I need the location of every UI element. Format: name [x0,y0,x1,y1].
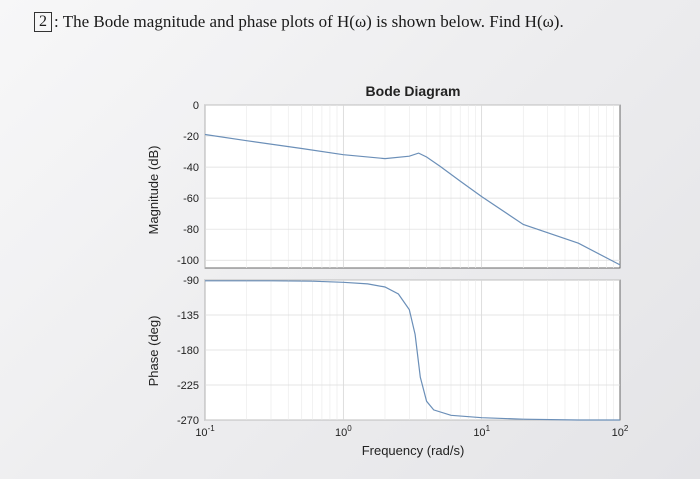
problem-statement: 2 : The Bode magnitude and phase plots o… [34,12,564,32]
magnitude-plot-area [204,104,621,269]
x-tick-label: 101 [473,424,490,439]
problem-text: The Bode magnitude and phase plots of H(… [62,12,564,31]
magnitude-y-tick-label: -80 [183,224,199,236]
x-tick-label: 10-1 [195,424,215,439]
phase-y-tick-label: -135 [177,310,199,322]
problem-number: 2 [34,12,52,32]
magnitude-series-line [204,133,621,266]
problem-separator: : [54,12,59,31]
magnitude-y-tick-label: -40 [183,162,199,174]
phase-y-tick-label: -225 [177,380,199,392]
phase-y-tick-label: -270 [177,415,199,427]
chart-title: Bode Diagram [366,83,461,99]
magnitude-y-tick-label: -100 [177,255,199,267]
phase-series-line [205,280,620,421]
x-tick-label: 100 [335,424,352,439]
x-tick-label: 102 [612,424,629,439]
frequency-axis-label: Frequency (rad/s) [362,443,465,458]
phase-y-tick-label: -90 [183,275,199,287]
magnitude-axis-label: Magnitude (dB) [146,146,161,235]
magnitude-y-tick-label: -60 [183,193,199,205]
magnitude-y-tick-label: -20 [183,131,199,143]
phase-axis-label: Phase (deg) [146,316,161,387]
magnitude-y-tick-label: 0 [193,100,199,112]
phase-y-tick-label: -180 [177,345,199,357]
